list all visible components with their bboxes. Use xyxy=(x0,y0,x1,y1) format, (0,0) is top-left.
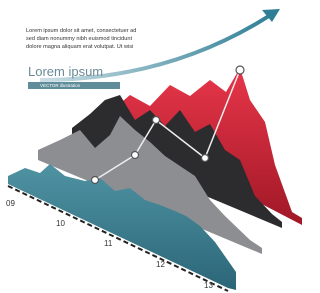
marker xyxy=(202,155,209,162)
axis-label: 09 xyxy=(6,199,15,208)
axis-label: 12 xyxy=(156,260,165,269)
paragraph-line: sed diam nonummy nibh euismod tincidunt xyxy=(26,36,132,42)
title: Lorem ipsum xyxy=(28,64,103,79)
axis-label: 10 xyxy=(56,219,65,228)
paragraph-line: dolore magna aliquam erat volutpat. Ut w… xyxy=(26,44,133,50)
marker xyxy=(92,177,99,184)
subtitle: VECTOR illustration xyxy=(40,83,81,88)
marker xyxy=(153,117,160,124)
illustration: Lorem ipsum dolor sit amet, consectetuer… xyxy=(0,0,308,293)
page: Lorem ipsum dolor sit amet, consectetuer… xyxy=(0,0,320,293)
marker xyxy=(236,66,244,74)
paragraph-line: Lorem ipsum dolor sit amet, consectetuer… xyxy=(26,28,136,34)
axis-label: 13 xyxy=(204,281,213,290)
axis-label: 11 xyxy=(104,239,113,248)
marker xyxy=(132,152,139,159)
paragraph: Lorem ipsum dolor sit amet, consectetuer… xyxy=(26,28,136,50)
